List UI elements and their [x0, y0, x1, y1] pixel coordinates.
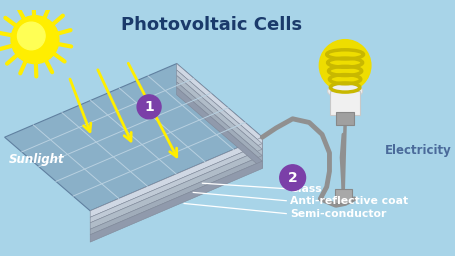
FancyBboxPatch shape — [334, 189, 351, 204]
Polygon shape — [90, 156, 262, 235]
FancyBboxPatch shape — [335, 112, 354, 125]
Polygon shape — [90, 149, 262, 229]
Text: Glass: Glass — [289, 184, 322, 194]
Circle shape — [11, 16, 59, 63]
Polygon shape — [90, 144, 262, 223]
Text: Anti-reflective coat: Anti-reflective coat — [289, 196, 407, 206]
Text: Semi-conductor: Semi-conductor — [289, 209, 385, 219]
Polygon shape — [5, 63, 262, 211]
Polygon shape — [176, 63, 262, 144]
Polygon shape — [176, 76, 262, 156]
Circle shape — [17, 22, 45, 50]
Text: 2: 2 — [287, 171, 297, 185]
Text: 1: 1 — [144, 100, 154, 114]
Ellipse shape — [327, 84, 362, 99]
Text: Sunlight: Sunlight — [9, 153, 65, 166]
Circle shape — [137, 95, 161, 119]
Polygon shape — [176, 82, 262, 161]
Text: Electricity: Electricity — [384, 144, 450, 157]
FancyBboxPatch shape — [330, 91, 359, 115]
Text: Photovoltaic Cells: Photovoltaic Cells — [121, 16, 302, 34]
Circle shape — [318, 40, 370, 91]
Circle shape — [279, 165, 305, 190]
Polygon shape — [90, 161, 262, 242]
Polygon shape — [176, 88, 262, 168]
Polygon shape — [176, 70, 262, 149]
Polygon shape — [90, 137, 262, 217]
